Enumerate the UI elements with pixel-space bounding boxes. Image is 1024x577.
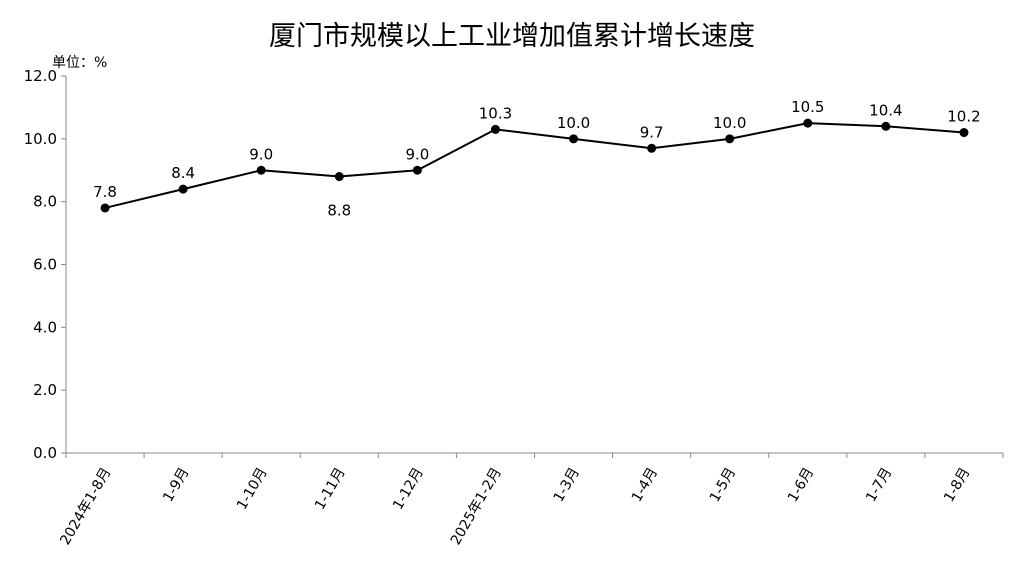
y-tick-label: 10.0 — [24, 130, 57, 148]
data-point — [100, 203, 110, 213]
y-tick-label: 12.0 — [24, 67, 57, 85]
x-tick-label: 1-6月 — [785, 465, 817, 505]
data-point — [178, 184, 188, 194]
data-point — [334, 172, 344, 182]
x-tick-label: 1-10月 — [234, 465, 271, 513]
data-label: 7.8 — [93, 183, 117, 201]
x-tick-label: 2025年1-2月 — [448, 465, 505, 548]
x-tick-label: 1-9月 — [160, 465, 192, 505]
data-label: 10.0 — [557, 114, 590, 132]
data-point — [881, 121, 891, 131]
chart-title: 厦门市规模以上工业增加值累计增长速度 — [269, 21, 755, 52]
data-label: 10.0 — [713, 114, 746, 132]
x-tick-label: 1-3月 — [551, 465, 583, 505]
x-tick-label: 1-12月 — [390, 465, 427, 513]
data-label: 10.3 — [479, 104, 512, 122]
data-point — [569, 134, 579, 144]
x-tick-label: 1-7月 — [863, 465, 895, 505]
data-label: 10.2 — [947, 108, 980, 126]
data-label: 9.0 — [249, 145, 273, 163]
y-tick-label: 2.0 — [33, 381, 57, 399]
data-point — [412, 165, 422, 175]
series-line — [100, 118, 969, 213]
data-labels: 7.8 8.4 9.0 8.8 9.0 10.3 10.0 9.7 10.0 10.5 10.4 10… — [93, 98, 981, 219]
data-point — [725, 134, 735, 144]
y-tick-label: 0.0 — [33, 444, 57, 462]
x-tick-label: 1-4月 — [629, 465, 661, 505]
data-point — [959, 128, 969, 138]
y-tick-label: 6.0 — [33, 256, 57, 274]
x-tick-label: 1-11月 — [312, 465, 349, 513]
data-label: 8.8 — [327, 202, 351, 220]
data-label: 8.4 — [171, 164, 195, 182]
unit-label: 单位：% — [52, 55, 108, 71]
data-label: 9.0 — [405, 145, 429, 163]
y-tick-label: 8.0 — [33, 193, 57, 211]
chart-axes: 0.0 2.0 4.0 6.0 8.0 10.0 12.0 2024年1-8月 1-9月 1-10… — [24, 67, 1004, 548]
data-point — [256, 165, 266, 175]
x-tick-label: 1-8月 — [941, 465, 973, 505]
data-label: 10.4 — [869, 101, 902, 119]
y-tick-label: 4.0 — [33, 318, 57, 336]
x-tick-label: 2024年1-8月 — [57, 465, 114, 548]
data-label: 10.5 — [791, 98, 824, 116]
data-point — [647, 143, 657, 153]
series-path — [104, 122, 965, 209]
data-point — [803, 118, 813, 128]
data-label: 9.7 — [640, 123, 664, 141]
data-point — [490, 124, 500, 134]
x-tick-label: 1-5月 — [707, 465, 739, 505]
